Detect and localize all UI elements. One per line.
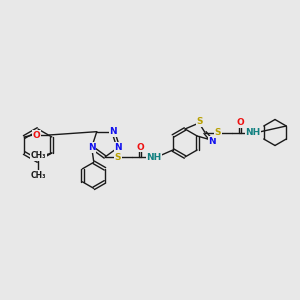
Text: N: N [115, 143, 122, 152]
Text: N: N [110, 127, 117, 136]
Text: S: S [215, 128, 221, 137]
Text: N: N [208, 136, 216, 146]
Text: O: O [136, 142, 144, 152]
Text: O: O [236, 118, 244, 127]
Text: S: S [115, 152, 121, 161]
Text: NH: NH [245, 128, 261, 137]
Text: CH₃: CH₃ [31, 152, 46, 160]
Text: S: S [197, 118, 203, 127]
Text: O: O [32, 130, 40, 140]
Text: CH₃: CH₃ [30, 170, 46, 179]
Text: N: N [88, 143, 95, 152]
Text: NH: NH [146, 152, 162, 161]
